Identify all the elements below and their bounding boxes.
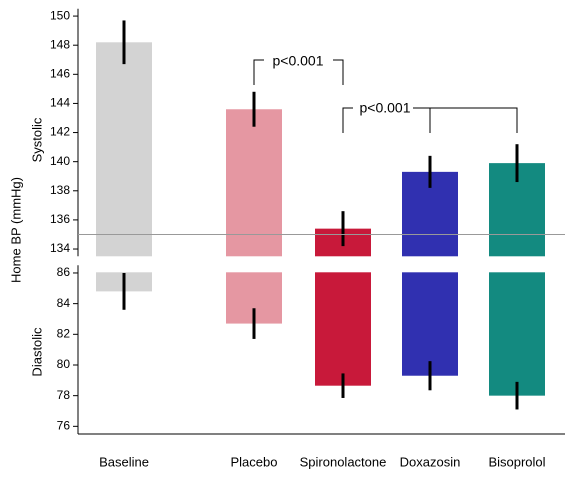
x-tick-label: Bisoprolol (488, 454, 545, 469)
y-tick-label: 84 (57, 296, 71, 310)
panel-label: Systolic (29, 117, 44, 162)
y-tick-label: 148 (50, 37, 70, 51)
y-tick-label: 138 (50, 183, 70, 197)
y-tick-label: 144 (50, 96, 70, 110)
bar (315, 272, 371, 386)
y-tick-label: 82 (57, 326, 71, 340)
y-tick-label: 136 (50, 212, 70, 226)
y-tick-label: 142 (50, 125, 70, 139)
bar (226, 109, 282, 257)
y-tick-label: 140 (50, 154, 70, 168)
significance-bracket (342, 107, 518, 133)
y-axis-title: Home BP (mmHg) (8, 177, 23, 283)
panel-label: Diastolic (29, 327, 44, 377)
y-tick-label: 134 (50, 241, 70, 255)
y-tick-label: 76 (57, 419, 71, 433)
y-tick-label: 78 (57, 388, 71, 402)
bar (489, 272, 545, 396)
x-tick-label: Placebo (231, 454, 278, 469)
y-tick-label: 150 (50, 8, 70, 22)
y-tick-label: 86 (57, 265, 71, 279)
bar (402, 272, 458, 376)
x-tick-label: Spironolactone (300, 454, 387, 469)
x-tick-label: Baseline (99, 454, 149, 469)
x-tick-label: Doxazosin (400, 454, 461, 469)
y-tick-label: 80 (57, 357, 71, 371)
y-tick-label: 146 (50, 66, 70, 80)
annotation: p<0.001 (360, 100, 411, 116)
significance-bracket (253, 59, 344, 85)
annotation: p<0.001 (273, 53, 324, 69)
bar (96, 42, 152, 257)
